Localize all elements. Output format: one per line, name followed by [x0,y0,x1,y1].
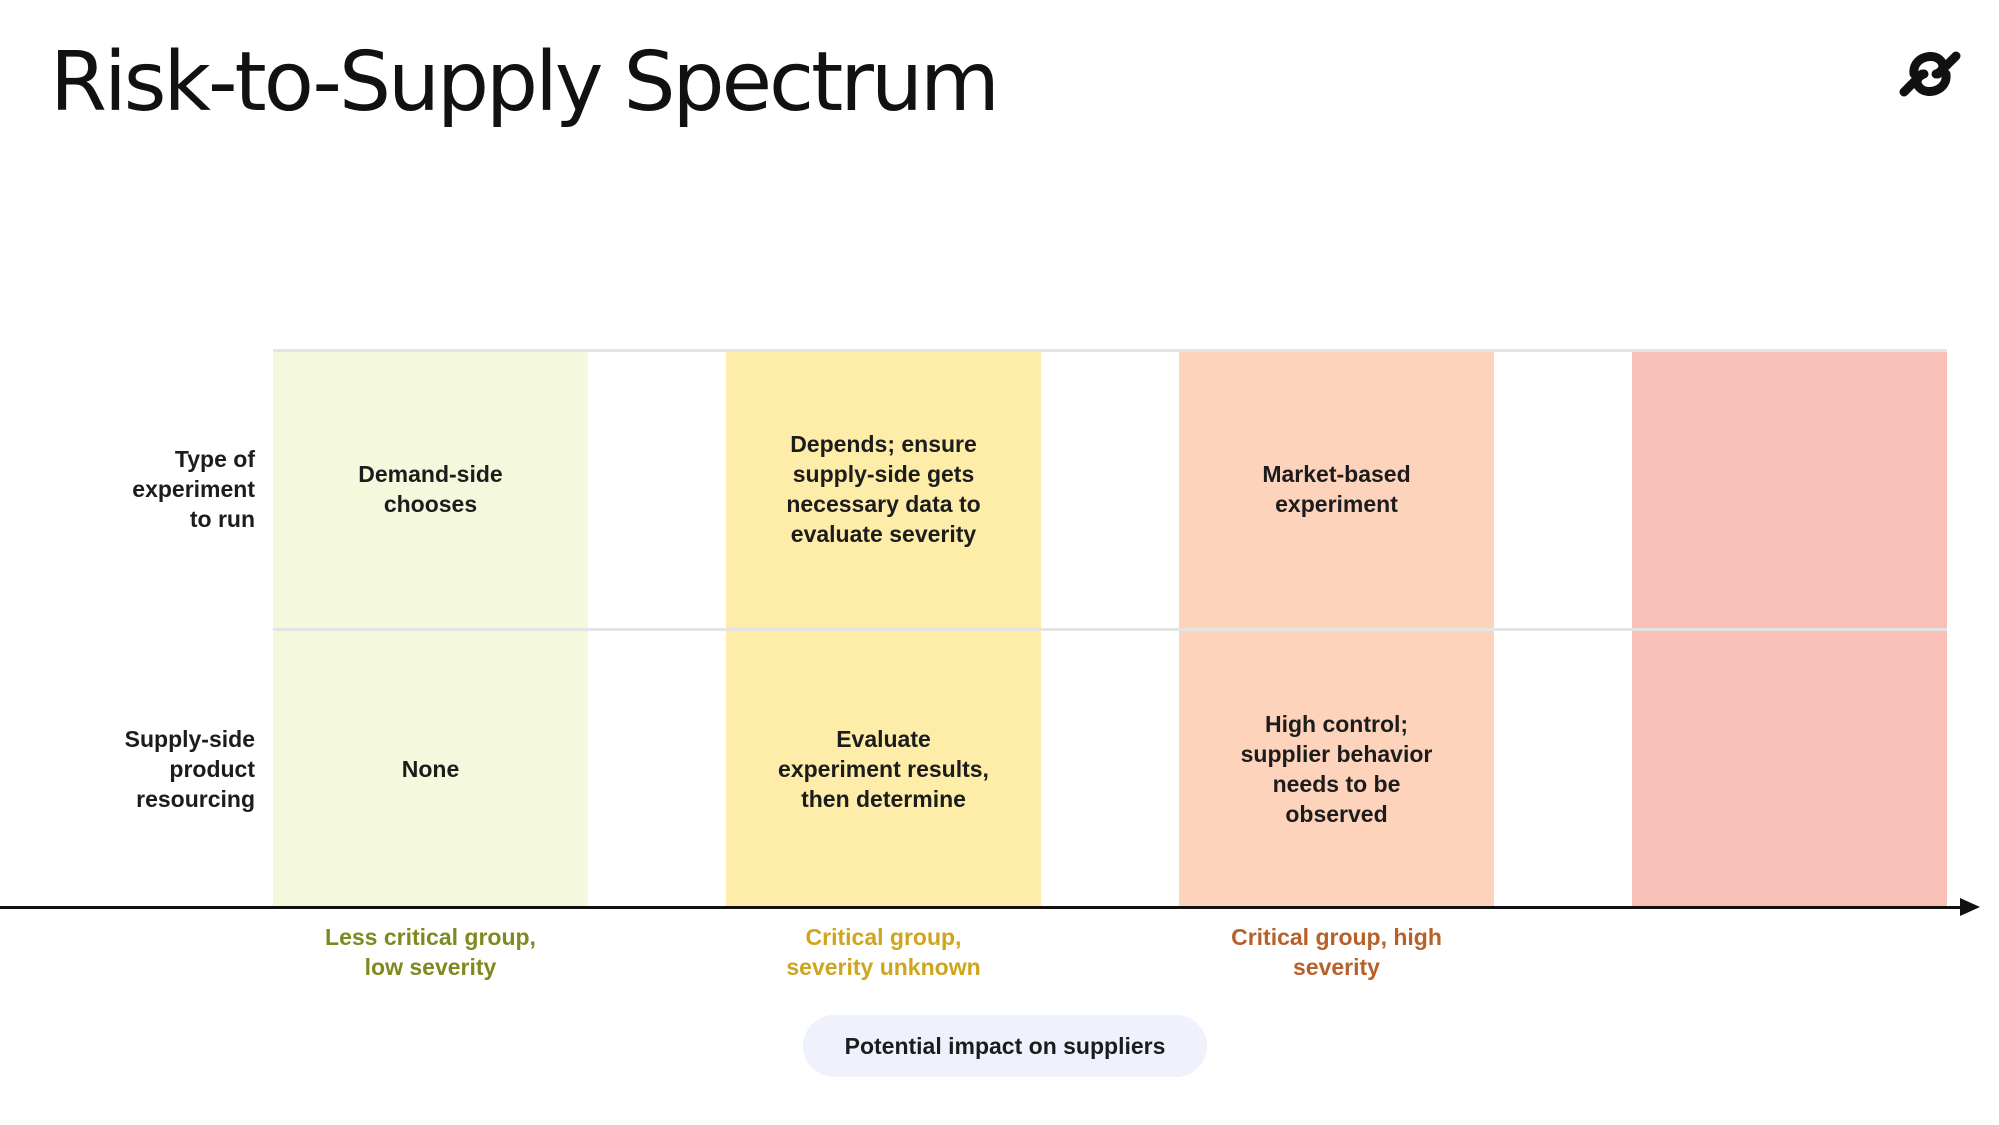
axis-arrow-icon [1960,898,1980,916]
row-label-experiment-type: Type of experiment to run [132,446,255,532]
cell-resourcing-high: High control; supplier behavior needs to… [1240,711,1433,827]
axis-caption: Potential impact on suppliers [803,1015,1207,1077]
cell-experiment-high: Market-based experiment [1262,461,1411,517]
cell-experiment-low: Demand-side chooses [358,461,503,517]
axis-label-low: Less critical group, low severity [325,924,536,980]
cell-experiment-unknown: Depends; ensure supply-side gets necessa… [786,431,981,547]
slide-title: Risk-to-Supply Spectrum [50,35,1000,130]
grid-line-middle [273,628,1947,631]
axis-label-unknown: Critical group, severity unknown [786,924,981,980]
cell-resourcing-highest [1632,630,1947,908]
axis-label-high: Critical group, high severity [1231,924,1442,980]
row-label-product-resourcing: Supply-side product resourcing [124,726,255,812]
grid-line-top [273,349,1947,352]
cell-experiment-highest [1632,350,1947,628]
cell-resourcing-low: None [401,756,460,782]
brand-logo-icon [1899,51,1961,97]
axis-line [0,906,1962,909]
cell-resourcing-unknown: Evaluate experiment results, then determ… [778,726,989,812]
